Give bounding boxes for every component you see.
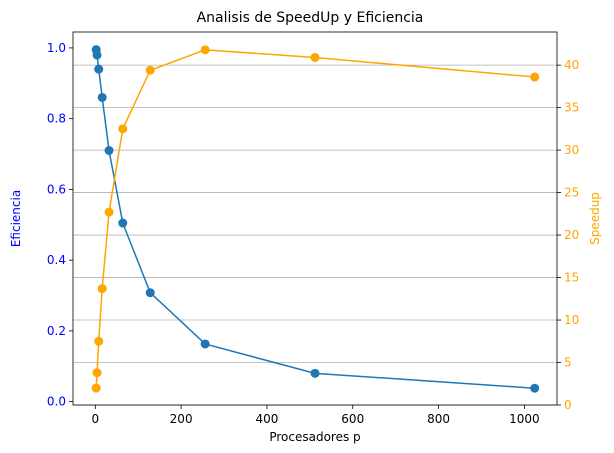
left-y-tick-label: 0.6 xyxy=(47,182,66,196)
eficiencia-point xyxy=(310,368,320,378)
speedup-point xyxy=(104,207,114,217)
x-tick-label: 1000 xyxy=(509,412,540,426)
x-tick-label: 200 xyxy=(170,412,193,426)
left-y-axis-label: Eficiencia xyxy=(9,190,23,247)
left-y-tick-label: 0.4 xyxy=(47,253,66,267)
x-tick-label: 400 xyxy=(255,412,278,426)
speedup-point xyxy=(91,383,101,393)
x-tick-label: 0 xyxy=(91,412,99,426)
left-y-tick-label: 0.8 xyxy=(47,112,66,126)
left-y-tick-label: 0.0 xyxy=(47,395,66,409)
right-y-tick-label: 30 xyxy=(564,143,579,157)
right-y-tick-label: 25 xyxy=(564,186,579,200)
left-y-tick-label: 0.2 xyxy=(47,324,66,338)
left-y-tick-label: 1.0 xyxy=(47,41,66,55)
eficiencia-point xyxy=(92,50,102,60)
right-y-tick-label: 35 xyxy=(564,101,579,115)
speedup-point xyxy=(145,65,155,75)
grid xyxy=(73,64,557,406)
speedup-point xyxy=(97,284,107,294)
speedup-point xyxy=(200,45,210,55)
right-y-axis-label: Speedup xyxy=(588,192,602,245)
eficiencia-point xyxy=(145,288,155,298)
speedup-point xyxy=(310,52,320,62)
x-tick-label: 800 xyxy=(427,412,450,426)
eficiencia-point xyxy=(530,383,540,393)
speedup-point xyxy=(92,368,102,378)
speedup-point xyxy=(94,336,104,346)
right-y-axis: 0 5 10 15 20 25 30 35 40 xyxy=(557,58,579,412)
right-y-tick-label: 5 xyxy=(564,356,572,370)
eficiencia-point xyxy=(94,64,104,74)
right-y-tick-label: 15 xyxy=(564,271,579,285)
speedup-point xyxy=(530,72,540,82)
right-y-tick-label: 0 xyxy=(564,398,572,412)
chart-title: Analisis de SpeedUp y Eficiencia xyxy=(197,10,424,26)
right-y-tick-label: 20 xyxy=(564,228,579,242)
eficiencia-line xyxy=(95,49,535,389)
speedup-line xyxy=(95,49,535,389)
left-y-axis: 0.0 0.2 0.4 0.6 0.8 1.0 xyxy=(47,41,73,409)
eficiencia-point xyxy=(200,339,210,349)
x-axis-label: Procesadores p xyxy=(269,430,360,444)
right-y-tick-label: 10 xyxy=(564,313,579,327)
x-tick-label: 600 xyxy=(341,412,364,426)
speedup-point xyxy=(118,124,128,134)
right-y-tick-label: 40 xyxy=(564,58,579,72)
plot-frame xyxy=(72,31,558,406)
eficiencia-point xyxy=(104,145,114,155)
series-layer xyxy=(91,45,540,393)
eficiencia-point xyxy=(97,92,107,102)
x-axis: 0 200 400 600 800 1000 xyxy=(91,405,540,426)
eficiencia-point xyxy=(118,218,128,228)
